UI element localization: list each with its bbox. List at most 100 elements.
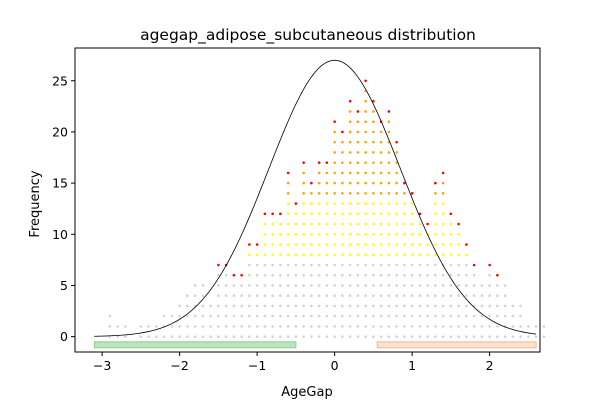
data-dot: [279, 222, 282, 226]
data-dot: [255, 304, 259, 308]
data-dot: [379, 273, 383, 277]
data-dot: [403, 181, 406, 185]
data-dot: [387, 304, 391, 308]
data-dot: [240, 273, 243, 277]
data-dot: [201, 304, 205, 308]
data-dot: [503, 304, 507, 308]
data-dot: [232, 273, 236, 277]
data-dot: [224, 335, 228, 338]
data-dot: [341, 222, 344, 226]
x-tick-label: 0: [331, 358, 339, 373]
data-dot: [488, 314, 491, 318]
data-dot: [387, 151, 391, 154]
data-dot: [434, 181, 437, 185]
data-dot: [356, 171, 360, 175]
data-dot: [356, 263, 360, 267]
data-dot: [364, 232, 367, 236]
data-dot: [341, 202, 344, 205]
data-dot: [147, 335, 150, 338]
data-dot: [395, 304, 398, 308]
data-dot: [310, 222, 313, 226]
data-dot: [379, 304, 383, 308]
data-dot: [333, 284, 336, 287]
data-dot: [379, 263, 383, 267]
data-dot: [395, 212, 398, 216]
data-dot: [294, 273, 298, 277]
data-dot: [279, 273, 282, 277]
data-dot: [472, 335, 476, 338]
data-dot: [333, 151, 336, 154]
data-dot: [348, 243, 352, 246]
data-dot: [232, 284, 236, 287]
data-dot: [449, 304, 453, 308]
data-dot: [403, 243, 406, 246]
data-dot: [286, 294, 290, 298]
data-dot: [496, 304, 499, 308]
data-dot: [333, 263, 336, 267]
data-dot: [155, 335, 158, 338]
data-dot: [441, 325, 445, 328]
data-dot: [395, 232, 398, 236]
data-dot: [356, 273, 360, 277]
data-dot: [302, 284, 305, 287]
data-dot: [333, 171, 336, 175]
data-dot: [302, 202, 305, 205]
data-dot: [317, 304, 321, 308]
data-dot: [449, 253, 453, 257]
data-dot: [387, 284, 391, 287]
data-dot: [519, 335, 522, 338]
data-dot: [294, 335, 298, 338]
data-dot: [364, 192, 367, 195]
data-dot: [341, 130, 344, 134]
data-dot: [379, 140, 383, 144]
data-dot: [263, 243, 267, 246]
data-dot: [209, 335, 212, 338]
data-dot: [310, 284, 313, 287]
data-dot: [387, 192, 391, 195]
right-band: [376, 341, 537, 349]
data-dot: [379, 325, 383, 328]
data-dot: [124, 325, 127, 328]
data-dot: [348, 222, 352, 226]
data-dot: [457, 253, 460, 257]
data-dot: [217, 273, 220, 277]
data-dot: [434, 253, 437, 257]
data-dot: [271, 243, 274, 246]
data-dot: [271, 263, 274, 267]
data-dot: [341, 294, 344, 298]
data-dot: [294, 212, 298, 216]
data-dot: [317, 253, 321, 257]
data-dot: [379, 151, 383, 154]
data-dot: [503, 284, 507, 287]
data-dot: [209, 314, 212, 318]
data-dot: [426, 273, 429, 277]
data-dot: [441, 202, 445, 205]
data-dot: [372, 232, 375, 236]
data-dot: [364, 140, 367, 144]
plot-area: [93, 59, 546, 349]
data-dot: [403, 314, 406, 318]
data-dot: [441, 222, 445, 226]
data-dot: [356, 304, 360, 308]
data-dot: [193, 284, 197, 287]
data-dot: [317, 294, 321, 298]
data-dot: [379, 335, 383, 338]
data-dot: [496, 284, 499, 287]
data-dot: [372, 110, 375, 113]
data-dot: [426, 325, 429, 328]
data-dot: [333, 325, 336, 328]
data-dot: [387, 325, 391, 328]
data-dot: [232, 314, 236, 318]
data-dot: [341, 243, 344, 246]
data-dot: [108, 325, 112, 328]
data-dot: [434, 294, 437, 298]
data-dot: [348, 99, 352, 103]
data-dot: [480, 294, 484, 298]
data-dot: [255, 335, 259, 338]
data-dot: [294, 202, 298, 205]
data-dot: [302, 253, 305, 257]
data-dot: [186, 335, 189, 338]
data-dot: [364, 263, 367, 267]
data-dot: [186, 314, 189, 318]
data-dot: [201, 294, 205, 298]
